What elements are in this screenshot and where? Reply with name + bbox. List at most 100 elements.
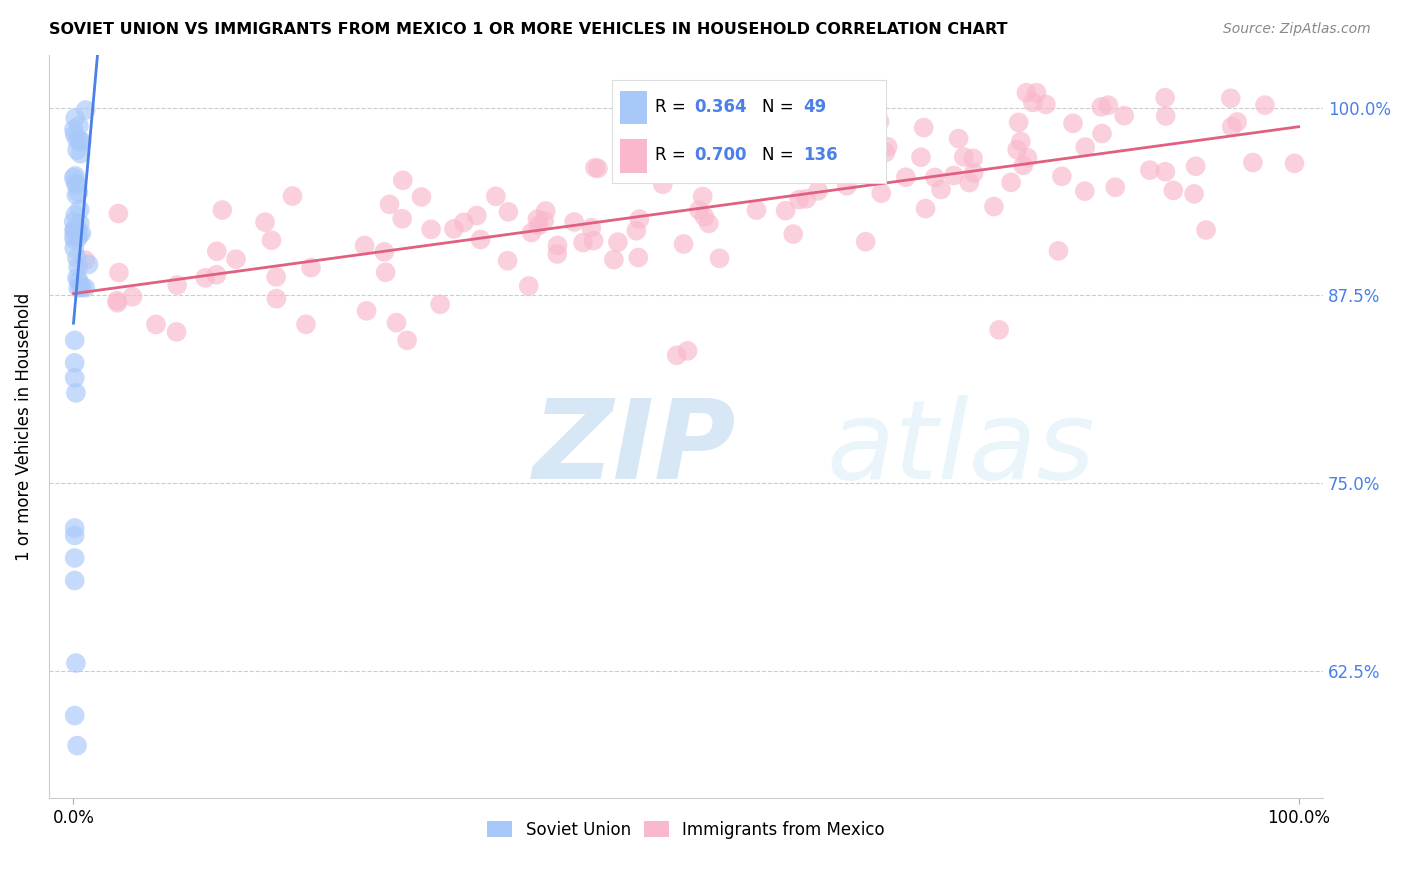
Point: [498, 204, 520, 219]
Point: [1154, 165, 1177, 179]
Point: [65, 656, 87, 670]
Point: [75, 281, 97, 295]
Point: [1154, 109, 1177, 123]
Point: [1074, 184, 1097, 198]
Point: [1182, 186, 1205, 201]
Point: [1284, 156, 1306, 170]
Text: atlas: atlas: [827, 395, 1095, 502]
Point: [1219, 91, 1241, 105]
Text: R =: R =: [655, 98, 692, 116]
Point: [396, 334, 419, 348]
Point: [520, 226, 543, 240]
Point: [391, 211, 413, 226]
Point: [373, 244, 395, 259]
Point: [676, 343, 699, 358]
Point: [145, 318, 167, 332]
Point: [526, 212, 548, 227]
Point: [1012, 158, 1035, 172]
Point: [470, 232, 492, 246]
Point: [65, 169, 87, 183]
Point: [859, 153, 882, 168]
Point: [63, 233, 86, 247]
Point: [983, 200, 1005, 214]
Point: [875, 145, 897, 160]
Point: [443, 222, 465, 236]
Point: [782, 227, 804, 241]
Point: [1241, 155, 1264, 169]
Point: [869, 114, 891, 128]
Point: [688, 202, 710, 217]
Point: [586, 161, 609, 176]
Text: ZIP: ZIP: [533, 395, 737, 502]
Point: [1226, 115, 1249, 129]
Point: [1035, 97, 1057, 112]
Point: [1007, 115, 1029, 129]
Point: [378, 197, 401, 211]
Point: [205, 268, 228, 282]
Point: [205, 244, 228, 259]
Text: 136: 136: [804, 146, 838, 164]
Point: [63, 574, 86, 588]
Point: [63, 128, 86, 142]
Point: [894, 170, 917, 185]
Point: [912, 120, 935, 135]
Point: [107, 295, 129, 310]
Point: [260, 233, 283, 247]
Point: [67, 260, 90, 274]
Point: [107, 206, 129, 220]
Point: [807, 184, 830, 198]
Point: [697, 216, 720, 230]
Point: [1010, 135, 1032, 149]
Point: [1025, 86, 1047, 100]
Point: [527, 218, 550, 232]
Point: [67, 186, 90, 200]
Point: [1015, 86, 1038, 100]
Point: [63, 223, 86, 237]
Point: [411, 190, 433, 204]
Point: [66, 221, 89, 235]
Point: [517, 279, 540, 293]
Point: [66, 739, 89, 753]
Point: [924, 170, 946, 185]
Point: [751, 161, 773, 175]
Point: [952, 150, 974, 164]
Text: 49: 49: [804, 98, 827, 116]
FancyBboxPatch shape: [620, 91, 647, 124]
Point: [672, 237, 695, 252]
Point: [775, 203, 797, 218]
Point: [66, 143, 89, 157]
Point: [783, 159, 806, 173]
Point: [794, 192, 817, 206]
Point: [942, 169, 965, 183]
Point: [910, 150, 932, 164]
Point: [546, 247, 568, 261]
Y-axis label: 1 or more Vehicles in Household: 1 or more Vehicles in Household: [15, 293, 32, 561]
Point: [572, 235, 595, 250]
Point: [266, 292, 288, 306]
Point: [166, 278, 188, 293]
Point: [465, 209, 488, 223]
Point: [581, 220, 603, 235]
Point: [356, 303, 378, 318]
FancyBboxPatch shape: [620, 139, 647, 173]
Point: [1097, 98, 1119, 112]
Point: [957, 176, 980, 190]
Point: [63, 229, 86, 244]
Point: [626, 224, 648, 238]
Point: [77, 257, 100, 271]
Point: [1139, 163, 1161, 178]
Point: [1000, 175, 1022, 189]
Point: [745, 203, 768, 218]
Point: [1220, 120, 1243, 134]
Point: [745, 141, 768, 155]
Point: [776, 156, 799, 170]
Point: [962, 152, 984, 166]
Point: [66, 251, 89, 265]
Point: [627, 251, 650, 265]
Point: [225, 252, 247, 267]
Point: [533, 213, 555, 227]
Point: [121, 290, 143, 304]
Point: [254, 215, 277, 229]
Point: [69, 135, 91, 149]
Point: [1050, 169, 1073, 184]
